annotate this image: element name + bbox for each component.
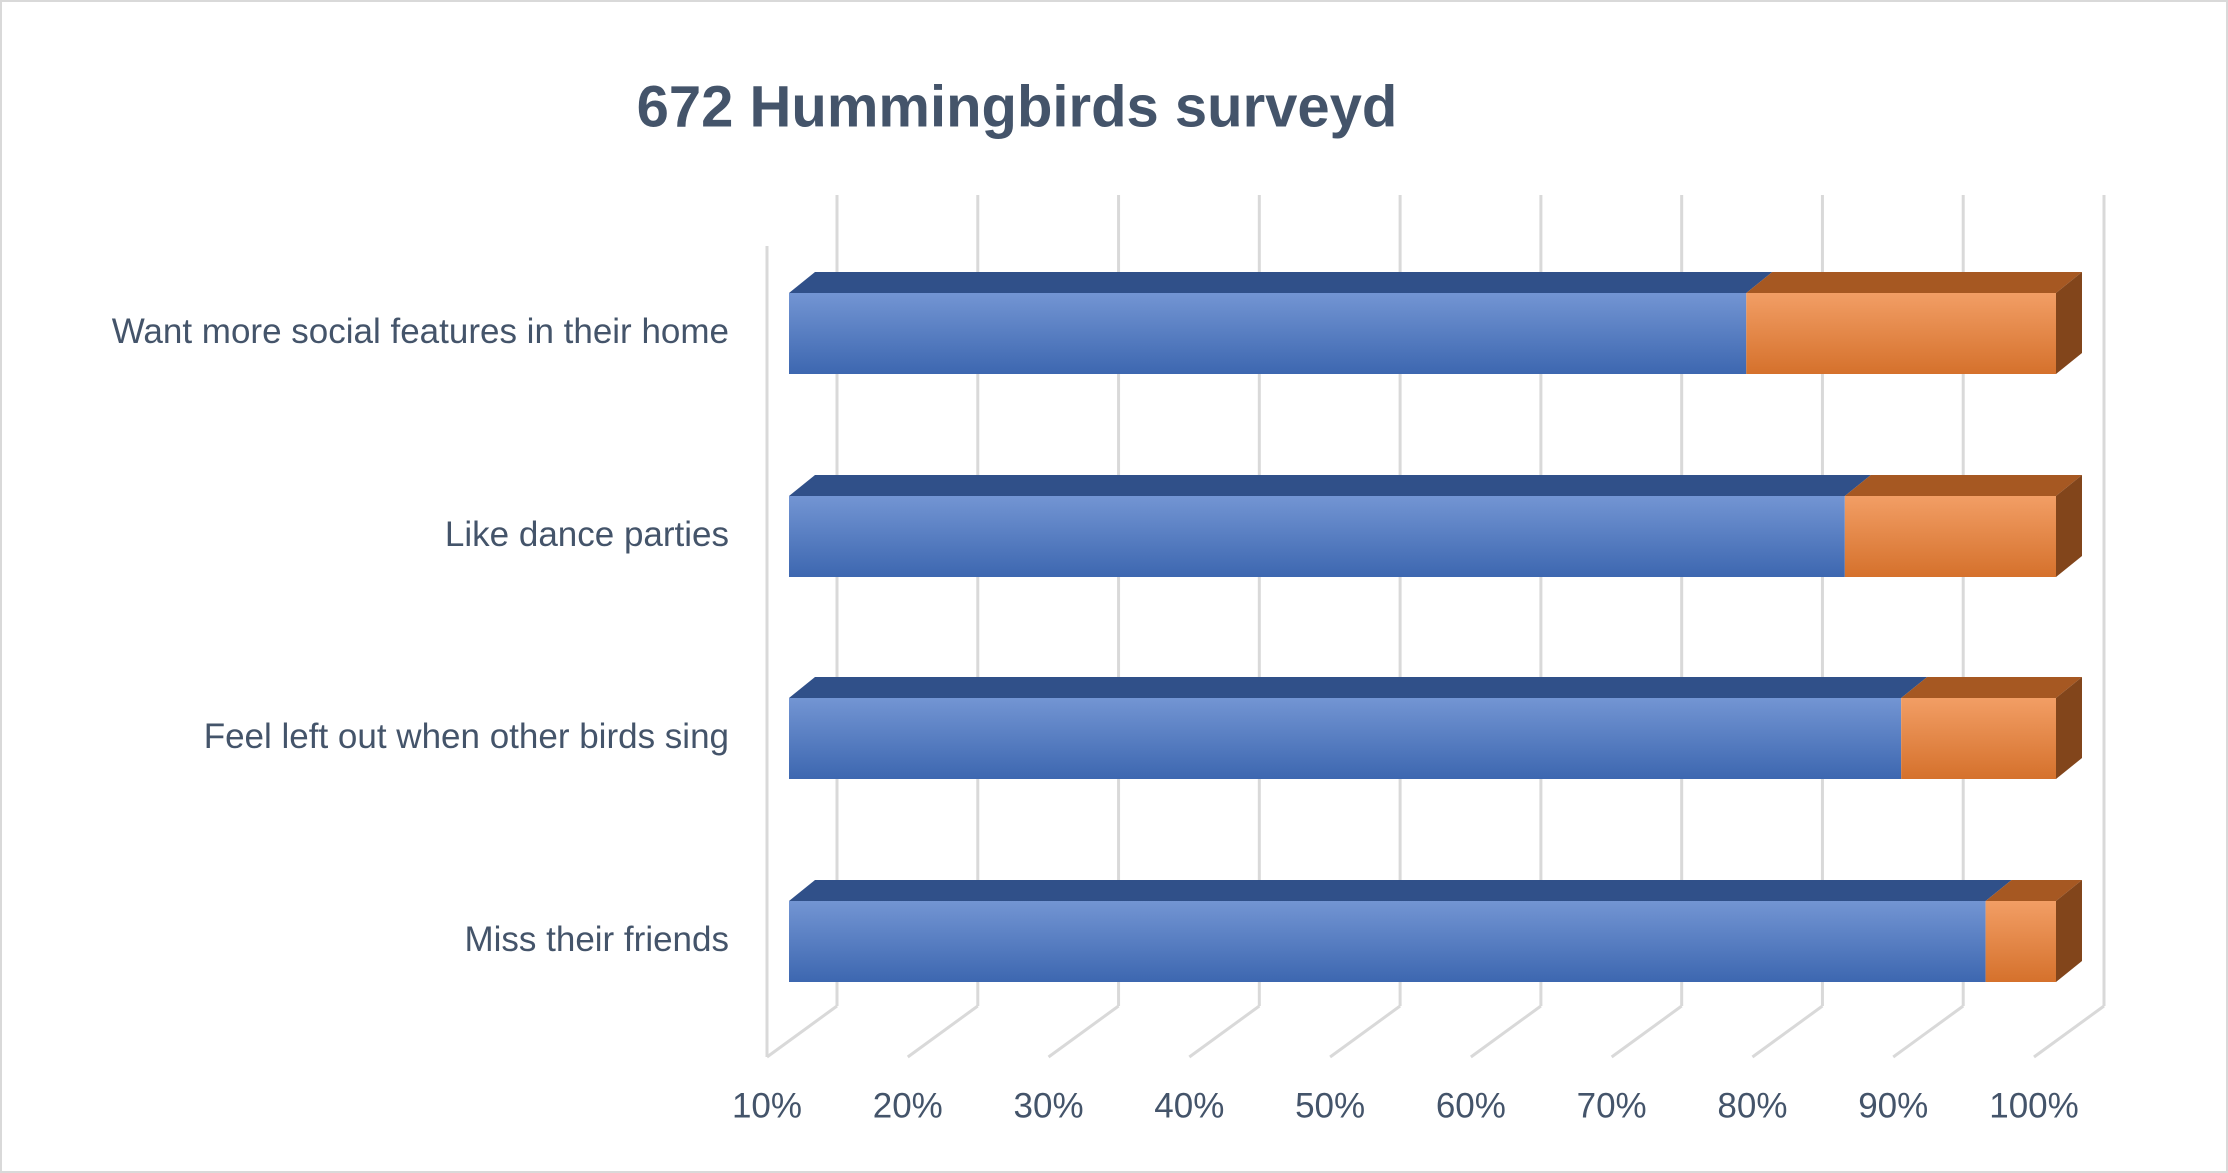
bar-side [2056, 677, 2082, 779]
floor-grid-line [1329, 1004, 1401, 1059]
floor-grid-line [1470, 1004, 1542, 1059]
bar [1901, 698, 2056, 779]
x-tick-label: 80% [1717, 1086, 1787, 1125]
bar-top [1901, 677, 2082, 698]
x-tick-label: 90% [1858, 1086, 1928, 1125]
bar [789, 496, 1845, 577]
x-tick-label: 20% [873, 1086, 943, 1125]
floor-grid-line [766, 1004, 838, 1059]
floor-grid-line [906, 1004, 979, 1059]
bar-top [789, 677, 1928, 698]
bar-top [1844, 475, 2082, 496]
x-tick-label: 60% [1436, 1086, 1506, 1125]
floor-grid-line [1892, 1004, 1965, 1059]
bar-side [2056, 272, 2082, 374]
bar [1985, 901, 2056, 982]
bar-side [2056, 475, 2082, 577]
x-tick-label: 70% [1577, 1086, 1647, 1125]
category-label: Want more social features in their home [112, 312, 729, 351]
bar [789, 698, 1902, 779]
bar [1746, 293, 2056, 374]
bar [789, 901, 1986, 982]
bar [1844, 496, 2056, 577]
bar [789, 293, 1747, 374]
floor-grid-line [1610, 1004, 1683, 1059]
floor-grid-line [2033, 1004, 2105, 1059]
category-label: Feel left out when other birds sing [204, 717, 729, 756]
bar-top [789, 272, 1773, 293]
x-tick-label: 40% [1154, 1086, 1224, 1125]
x-tick-label: 100% [1989, 1086, 2079, 1125]
floor-grid-line [1751, 1004, 1824, 1059]
x-tick-label: 50% [1295, 1086, 1365, 1125]
bar-top [789, 880, 2012, 901]
x-tick-label: 10% [732, 1086, 802, 1125]
floor-grid-line [1047, 1004, 1120, 1059]
category-label: Like dance parties [445, 515, 729, 554]
chart-title: 672 Hummingbirds surveyd [637, 74, 1398, 139]
floor-grid-line [1188, 1004, 1261, 1059]
x-tick-label: 30% [1014, 1086, 1084, 1125]
bar-side [2056, 880, 2082, 982]
bar-top [1746, 272, 2082, 293]
category-label: Miss their friends [464, 920, 729, 959]
bar-top [1985, 880, 2082, 901]
bar-top [789, 475, 1871, 496]
